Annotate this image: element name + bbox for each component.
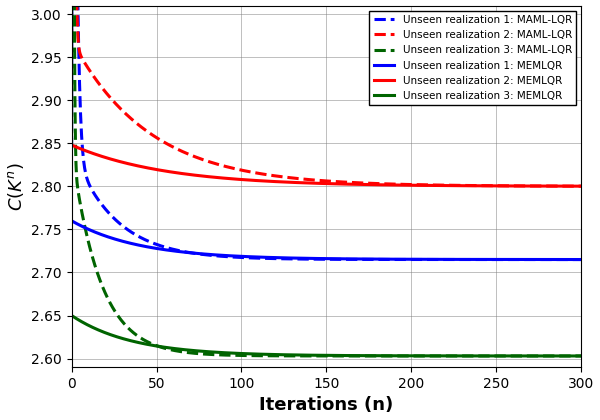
Line: Unseen realization 2: MAML-LQR: Unseen realization 2: MAML-LQR xyxy=(71,0,581,186)
Unseen realization 3: MEMLQR: (1.45, 2.65): MEMLQR: (1.45, 2.65) xyxy=(70,315,77,320)
Unseen realization 1: MEMLQR: (300, 2.72): MEMLQR: (300, 2.72) xyxy=(578,257,585,262)
Unseen realization 1: MAML-LQR: (145, 2.72): MAML-LQR: (145, 2.72) xyxy=(314,257,321,262)
Unseen realization 2: MAML-LQR: (0, 2.97): MAML-LQR: (0, 2.97) xyxy=(68,37,75,42)
Unseen realization 2: MAML-LQR: (79, 2.83): MAML-LQR: (79, 2.83) xyxy=(202,158,209,163)
Unseen realization 1: MEMLQR: (198, 2.72): MEMLQR: (198, 2.72) xyxy=(404,257,412,262)
Unseen realization 3: MEMLQR: (300, 2.6): MEMLQR: (300, 2.6) xyxy=(578,354,585,359)
Unseen realization 2: MEMLQR: (0, 2.85): MEMLQR: (0, 2.85) xyxy=(68,142,75,147)
Unseen realization 3: MEMLQR: (144, 2.6): MEMLQR: (144, 2.6) xyxy=(313,353,320,358)
Unseen realization 1: MEMLQR: (70.9, 2.72): MEMLQR: (70.9, 2.72) xyxy=(188,250,196,255)
Line: Unseen realization 1: MEMLQR: Unseen realization 1: MEMLQR xyxy=(71,221,581,260)
Unseen realization 3: MAML-LQR: (71.2, 2.61): MAML-LQR: (71.2, 2.61) xyxy=(189,351,196,356)
Unseen realization 2: MEMLQR: (70.9, 2.81): MEMLQR: (70.9, 2.81) xyxy=(188,172,196,177)
Unseen realization 3: MEMLQR: (78.7, 2.61): MEMLQR: (78.7, 2.61) xyxy=(202,349,209,354)
Unseen realization 1: MAML-LQR: (300, 2.72): MAML-LQR: (300, 2.72) xyxy=(578,257,585,262)
Unseen realization 1: MAML-LQR: (198, 2.72): MAML-LQR: (198, 2.72) xyxy=(405,257,412,262)
Unseen realization 1: MAML-LQR: (79, 2.72): MAML-LQR: (79, 2.72) xyxy=(202,252,209,257)
Line: Unseen realization 3: MAML-LQR: Unseen realization 3: MAML-LQR xyxy=(71,0,581,356)
Unseen realization 2: MAML-LQR: (198, 2.8): MAML-LQR: (198, 2.8) xyxy=(405,182,412,187)
Line: Unseen realization 3: MEMLQR: Unseen realization 3: MEMLQR xyxy=(71,315,581,356)
Unseen realization 3: MEMLQR: (198, 2.6): MEMLQR: (198, 2.6) xyxy=(404,353,412,358)
Unseen realization 2: MAML-LQR: (300, 2.8): MAML-LQR: (300, 2.8) xyxy=(578,184,585,189)
Unseen realization 3: MAML-LQR: (79, 2.61): MAML-LQR: (79, 2.61) xyxy=(202,352,209,357)
Unseen realization 3: MEMLQR: (70.9, 2.61): MEMLQR: (70.9, 2.61) xyxy=(188,348,196,353)
Unseen realization 2: MEMLQR: (300, 2.8): MEMLQR: (300, 2.8) xyxy=(578,184,585,189)
Unseen realization 1: MAML-LQR: (72.7, 2.72): MAML-LQR: (72.7, 2.72) xyxy=(191,251,199,256)
Unseen realization 3: MAML-LQR: (145, 2.6): MAML-LQR: (145, 2.6) xyxy=(314,353,321,358)
Unseen realization 3: MAML-LQR: (0, 2.84): MAML-LQR: (0, 2.84) xyxy=(68,147,75,152)
Unseen realization 2: MAML-LQR: (145, 2.81): MAML-LQR: (145, 2.81) xyxy=(314,178,321,183)
Unseen realization 2: MEMLQR: (144, 2.8): MEMLQR: (144, 2.8) xyxy=(313,181,320,186)
Unseen realization 3: MEMLQR: (0, 2.65): MEMLQR: (0, 2.65) xyxy=(68,313,75,318)
Unseen realization 3: MAML-LQR: (198, 2.6): MAML-LQR: (198, 2.6) xyxy=(405,354,412,359)
Legend: Unseen realization 1: MAML-LQR, Unseen realization 2: MAML-LQR, Unseen realizati: Unseen realization 1: MAML-LQR, Unseen r… xyxy=(370,11,576,105)
Unseen realization 1: MEMLQR: (144, 2.72): MEMLQR: (144, 2.72) xyxy=(313,256,320,261)
Unseen realization 1: MAML-LQR: (0, 2.84): MAML-LQR: (0, 2.84) xyxy=(68,145,75,150)
Unseen realization 1: MEMLQR: (72.4, 2.72): MEMLQR: (72.4, 2.72) xyxy=(191,251,198,256)
Unseen realization 2: MEMLQR: (1.45, 2.85): MEMLQR: (1.45, 2.85) xyxy=(70,144,77,149)
Unseen realization 3: MAML-LQR: (300, 2.6): MAML-LQR: (300, 2.6) xyxy=(578,354,585,359)
Unseen realization 2: MAML-LQR: (71.2, 2.84): MAML-LQR: (71.2, 2.84) xyxy=(189,153,196,158)
Unseen realization 2: MAML-LQR: (72.7, 2.83): MAML-LQR: (72.7, 2.83) xyxy=(191,154,199,159)
Unseen realization 2: MEMLQR: (78.7, 2.81): MEMLQR: (78.7, 2.81) xyxy=(202,174,209,179)
Unseen realization 1: MEMLQR: (78.7, 2.72): MEMLQR: (78.7, 2.72) xyxy=(202,252,209,257)
Y-axis label: $C(K^n)$: $C(K^n)$ xyxy=(5,162,26,211)
Unseen realization 1: MEMLQR: (1.45, 2.76): MEMLQR: (1.45, 2.76) xyxy=(70,220,77,225)
Unseen realization 3: MAML-LQR: (72.7, 2.61): MAML-LQR: (72.7, 2.61) xyxy=(191,351,199,356)
Line: Unseen realization 2: MEMLQR: Unseen realization 2: MEMLQR xyxy=(71,145,581,186)
Unseen realization 1: MAML-LQR: (71.2, 2.72): MAML-LQR: (71.2, 2.72) xyxy=(189,251,196,256)
Unseen realization 3: MEMLQR: (72.4, 2.61): MEMLQR: (72.4, 2.61) xyxy=(191,348,198,353)
Unseen realization 1: MEMLQR: (0, 2.76): MEMLQR: (0, 2.76) xyxy=(68,218,75,223)
X-axis label: Iterations (n): Iterations (n) xyxy=(259,396,394,415)
Unseen realization 2: MEMLQR: (198, 2.8): MEMLQR: (198, 2.8) xyxy=(404,183,412,188)
Unseen realization 2: MEMLQR: (72.4, 2.81): MEMLQR: (72.4, 2.81) xyxy=(191,173,198,178)
Line: Unseen realization 1: MAML-LQR: Unseen realization 1: MAML-LQR xyxy=(71,0,581,260)
